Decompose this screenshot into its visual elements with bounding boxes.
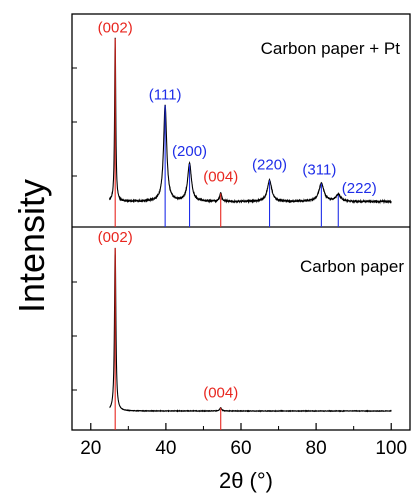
peak-label: (002) xyxy=(98,229,133,246)
peak-label: (002) xyxy=(98,20,133,37)
plot-border xyxy=(71,13,411,431)
x-tick-label: 80 xyxy=(306,438,327,459)
panel-title: Carbon paper xyxy=(300,257,404,276)
x-tick-label: 60 xyxy=(230,438,251,459)
chart-marks xyxy=(109,37,392,430)
peak-label: (220) xyxy=(252,156,287,173)
plot-frame xyxy=(71,13,411,431)
peak-label: (222) xyxy=(342,180,377,197)
chart-labels: 20 40 60 80 100 (002) (111) (200) (004) (220) (311… xyxy=(80,20,407,459)
x-tick-label: 20 xyxy=(80,438,101,459)
panel-title: Carbon paper + Pt xyxy=(261,39,401,58)
x-tick-label: 40 xyxy=(155,438,176,459)
peak-label: (111) xyxy=(149,86,182,103)
peak-label: (200) xyxy=(172,143,207,160)
xrd-trace xyxy=(109,247,392,413)
peak-label: (311) xyxy=(302,162,336,179)
x-axis-label: 2θ (°) xyxy=(219,468,273,493)
peak-label: (004) xyxy=(203,168,238,185)
y-axis-label: Intensity xyxy=(11,179,52,313)
peak-label: (004) xyxy=(203,385,238,402)
x-tick-label: 100 xyxy=(375,438,407,459)
xrd-trace xyxy=(109,37,392,205)
